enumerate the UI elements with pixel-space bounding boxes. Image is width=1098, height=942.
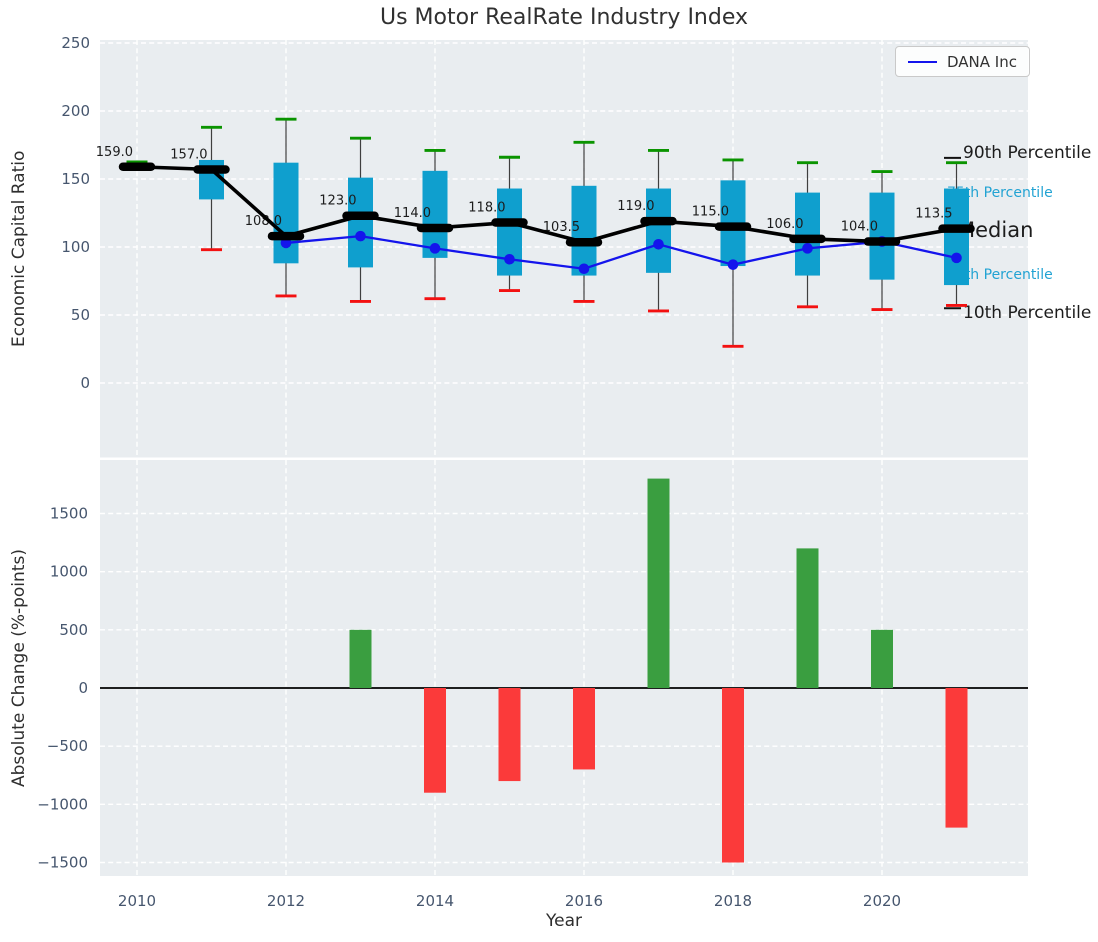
y-tick-label: 0 — [80, 374, 90, 392]
dana-line — [285, 234, 957, 270]
x-tick-label: 2016 — [565, 892, 603, 910]
x-tick-label: 2018 — [714, 892, 752, 910]
change-bar — [871, 629, 893, 688]
dana-dot — [727, 259, 739, 270]
iqr-box — [348, 177, 373, 268]
right-annotation: 75th Percentile — [947, 185, 1053, 201]
dana-dot — [802, 243, 813, 254]
legend: DANA Inc — [895, 46, 1030, 77]
change-bar — [424, 688, 446, 793]
median-value-label: 119.0 — [617, 199, 654, 214]
change-bar — [573, 688, 595, 770]
y-tick-label: 150 — [61, 170, 90, 188]
x-tick-label: 2020 — [863, 892, 901, 910]
median-value-label: 106.0 — [766, 217, 803, 232]
iqr-box — [571, 185, 597, 276]
median-value-label: 118.0 — [468, 201, 505, 216]
y-tick-label: 0 — [78, 679, 88, 697]
legend-label: DANA Inc — [947, 52, 1017, 71]
top-y-axis-label: Economic Capital Ratio — [9, 150, 29, 348]
change-bar — [945, 688, 968, 828]
median-value-label: 123.0 — [319, 194, 356, 209]
change-bar — [349, 629, 372, 688]
change-bar — [722, 688, 744, 863]
iqr-box — [869, 192, 895, 280]
iqr-box — [944, 188, 969, 286]
y-tick-label: −500 — [47, 737, 88, 755]
dana-dot — [951, 252, 962, 264]
median-value-label: 157.0 — [170, 147, 207, 162]
median-value-label: 115.0 — [692, 205, 729, 220]
dana-dot — [355, 230, 366, 242]
y-tick-label: 200 — [61, 102, 90, 120]
dana-dot — [504, 253, 515, 265]
legend-line-swatch — [908, 60, 937, 63]
median-value-label: 104.0 — [841, 220, 878, 235]
y-tick-label: −1500 — [37, 854, 88, 872]
y-tick-label: 1000 — [50, 563, 88, 581]
chart-title: Us Motor RealRate Industry Index — [379, 5, 749, 30]
median-value-label: 103.5 — [543, 220, 580, 235]
y-tick-label: 1500 — [50, 504, 88, 522]
dana-dot — [653, 238, 664, 250]
dana-dot — [429, 243, 441, 254]
dana-dot — [578, 263, 590, 275]
x-tick-label: 2010 — [118, 892, 156, 910]
right-annotation: 90th Percentile — [963, 143, 1091, 163]
x-tick-label: 2012 — [267, 892, 305, 910]
change-bar — [498, 688, 521, 782]
iqr-box — [273, 162, 299, 264]
change-bar — [647, 478, 670, 688]
x-tick-label: 2014 — [416, 892, 454, 910]
median-value-label: 113.5 — [915, 207, 952, 222]
y-tick-label: 50 — [71, 306, 90, 324]
y-tick-label: −1000 — [37, 795, 88, 813]
right-annotation: 10th Percentile — [963, 303, 1091, 323]
iqr-box — [795, 192, 820, 276]
median-value-label: 159.0 — [96, 145, 133, 160]
median-value-label: 114.0 — [394, 206, 431, 221]
x-axis-label: Year — [546, 911, 582, 931]
y-tick-label: 100 — [61, 238, 90, 256]
iqr-box — [646, 188, 671, 273]
right-annotation: 25th Percentile — [947, 267, 1053, 283]
y-tick-label: 500 — [59, 621, 88, 639]
y-tick-label: 250 — [61, 34, 90, 52]
change-bar — [796, 548, 819, 688]
bottom-y-axis-label: Absolute Change (%-points) — [9, 549, 29, 787]
